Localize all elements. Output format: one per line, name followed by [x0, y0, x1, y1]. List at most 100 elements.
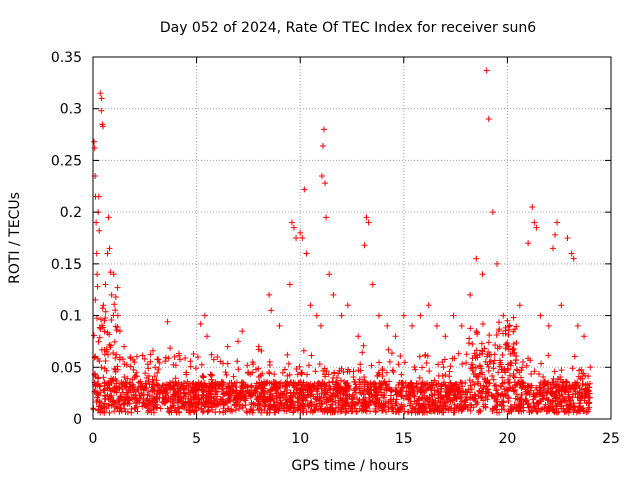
data-point	[566, 400, 573, 407]
data-point	[155, 366, 162, 373]
data-point	[190, 350, 197, 357]
data-point	[93, 219, 100, 226]
data-point	[520, 359, 527, 366]
data-point	[585, 406, 592, 413]
data-point	[329, 405, 336, 412]
data-point	[473, 373, 480, 380]
data-point	[132, 372, 139, 379]
data-point	[271, 381, 278, 388]
data-point	[220, 391, 227, 398]
data-point	[319, 142, 326, 149]
data-point	[468, 386, 475, 393]
data-point	[202, 403, 209, 410]
data-point	[545, 352, 552, 359]
data-point	[233, 379, 240, 386]
data-point	[112, 366, 119, 373]
data-point	[502, 324, 509, 331]
data-point	[469, 355, 476, 362]
data-point	[222, 369, 229, 376]
data-point	[232, 407, 239, 413]
data-point	[463, 359, 470, 366]
data-point	[236, 389, 243, 396]
data-point	[249, 409, 256, 416]
data-point	[290, 389, 297, 396]
data-point	[493, 332, 500, 339]
data-point	[574, 322, 581, 329]
data-point	[501, 406, 508, 413]
data-point	[199, 372, 206, 379]
data-point	[517, 374, 524, 381]
data-point	[130, 366, 137, 373]
data-point	[307, 302, 314, 309]
data-point	[540, 373, 547, 380]
data-point	[124, 409, 131, 416]
data-point	[581, 333, 588, 340]
data-point	[506, 408, 513, 415]
data-point	[431, 407, 438, 414]
data-point	[458, 398, 465, 405]
data-point	[246, 388, 253, 395]
data-point	[388, 350, 395, 357]
data-point	[499, 374, 506, 381]
data-point	[384, 322, 391, 329]
data-point	[376, 384, 383, 391]
data-point	[101, 317, 108, 324]
data-point	[100, 302, 107, 309]
data-point	[507, 351, 514, 358]
data-point	[102, 357, 109, 364]
data-point	[426, 368, 433, 375]
x-tick-label: 10	[291, 431, 309, 447]
data-point	[322, 405, 329, 412]
data-point	[104, 250, 111, 257]
data-point	[463, 351, 470, 358]
y-tick-label: 0.15	[51, 257, 82, 273]
data-point	[100, 324, 107, 331]
data-point	[235, 338, 242, 345]
data-point	[513, 339, 520, 346]
data-point	[360, 400, 367, 407]
data-point	[282, 397, 289, 404]
data-point	[305, 382, 312, 389]
data-point	[164, 318, 171, 325]
data-point	[377, 384, 384, 391]
data-point	[255, 398, 262, 405]
data-point	[217, 358, 224, 365]
data-point	[558, 302, 565, 309]
data-point	[449, 355, 456, 362]
data-point	[301, 383, 308, 390]
data-point	[139, 403, 146, 410]
data-point	[93, 398, 100, 405]
data-point	[291, 402, 298, 409]
data-point	[240, 389, 247, 396]
data-point	[104, 391, 111, 398]
data-point	[423, 359, 430, 366]
data-point	[435, 380, 442, 387]
data-point	[356, 397, 363, 404]
data-point	[190, 399, 197, 406]
data-point	[438, 385, 445, 392]
data-point	[283, 383, 290, 390]
data-point	[435, 390, 442, 397]
data-point	[108, 392, 115, 399]
data-point	[458, 322, 465, 329]
data-point	[568, 250, 575, 257]
data-point	[353, 408, 360, 415]
data-point	[313, 312, 320, 319]
data-point	[224, 343, 231, 350]
data-point	[101, 382, 108, 389]
data-point	[378, 400, 385, 407]
data-point	[531, 368, 538, 375]
data-point	[264, 395, 271, 402]
data-point	[480, 382, 487, 389]
data-point	[147, 358, 154, 365]
data-point	[119, 389, 126, 396]
data-point	[187, 363, 194, 370]
data-point	[579, 392, 586, 399]
data-point	[486, 380, 493, 387]
data-point	[554, 219, 561, 226]
data-point	[389, 367, 396, 374]
data-point	[167, 398, 174, 405]
data-point	[497, 383, 504, 390]
data-point	[528, 370, 535, 377]
data-point	[362, 407, 369, 414]
